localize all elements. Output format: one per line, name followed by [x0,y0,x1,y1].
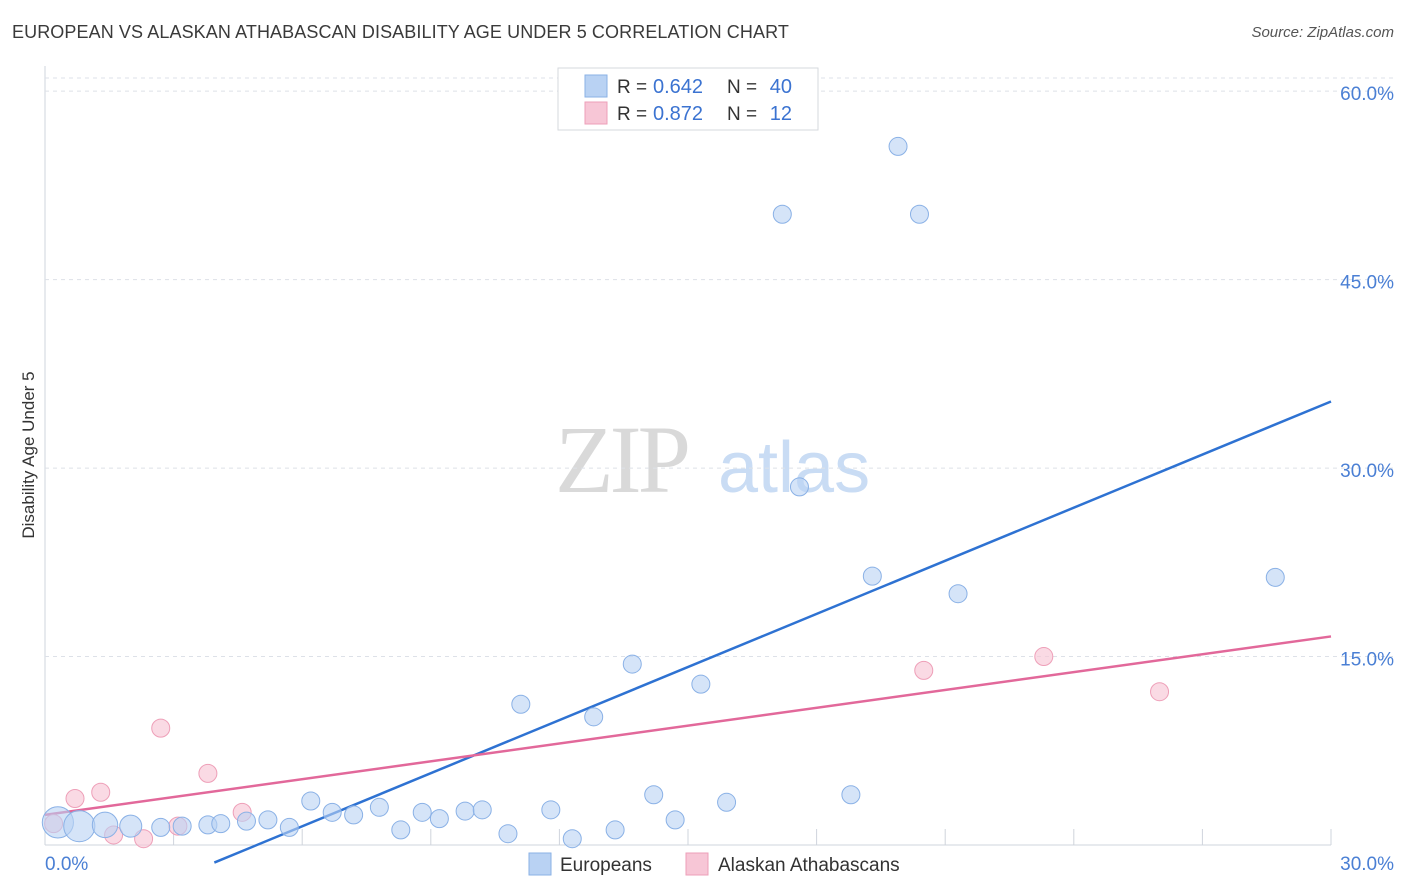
data-point-european [119,814,143,838]
legend-r-label-2: R = [617,104,647,125]
series-legend-label-europeans: Europeans [560,855,652,876]
data-point-european [717,792,737,812]
data-point-european [258,810,278,830]
data-point-alaskan-athabascan [151,718,171,738]
stats-legend: R = 0.642 N = 40 R = 0.872 N = 12 [557,67,819,131]
data-point-european [584,707,604,727]
data-point-european [1265,567,1285,587]
legend-n-value-1: 40 [770,76,792,98]
data-point-european [369,797,389,817]
chart-title: EUROPEAN VS ALASKAN ATHABASCAN DISABILIT… [12,22,789,42]
legend-n-label-2: N = [727,104,757,125]
data-point-european [498,824,518,844]
data-point-european [412,802,432,822]
data-point-european [605,820,625,840]
data-point-alaskan-athabascan [198,763,218,783]
series-legend-label-alaskan: Alaskan Athabascans [718,855,900,876]
data-point-european [472,800,492,820]
data-point-european [211,814,231,834]
data-point-european [322,802,342,822]
data-point-european [455,801,475,821]
data-point-european [691,674,711,694]
data-point-european [279,817,299,837]
legend-r-value-1: 0.642 [653,76,703,98]
y-tick-label: 30.0% [1340,461,1394,482]
data-point-european [909,204,929,224]
data-point-european [511,694,531,714]
x-tick-label-max: 30.0% [1340,854,1394,875]
y-tick-label: 45.0% [1340,273,1394,294]
data-point-european [665,810,685,830]
legend-r-label-1: R = [617,77,647,98]
data-point-alaskan-athabascan [1034,647,1054,667]
chart-source: Source: ZipAtlas.com [1251,24,1394,41]
y-tick-label: 15.0% [1340,650,1394,671]
data-point-european [172,816,192,836]
data-point-european [644,785,664,805]
data-point-european [91,811,119,839]
data-point-european [888,136,908,156]
trendline-europeans [213,400,1332,864]
series-legend-swatch-alaskan [685,852,709,876]
y-tick-label: 60.0% [1340,84,1394,105]
series-legend-swatch-europeans [528,852,552,876]
data-point-european [429,809,449,829]
data-point-european [841,785,861,805]
y-tick-labels: 15.0% 30.0% 45.0% 60.0% [1340,84,1394,670]
legend-swatch-blue [584,74,608,98]
data-point-european [541,800,561,820]
data-point-european [562,829,582,849]
grid-layer [45,77,1394,658]
data-point-european [236,811,256,831]
data-point-european [151,817,171,837]
data-point-european [63,810,96,843]
trendline-alaskan-athabascans [44,635,1332,817]
legend-n-label-1: N = [727,77,757,98]
trendlines [44,400,1332,864]
data-point-alaskan-athabascan [65,789,85,809]
data-point-alaskan-athabascan [134,829,154,849]
data-point-european [862,566,882,586]
legend-swatch-pink [584,101,608,125]
y-axis-title: Disability Age Under 5 [19,371,38,538]
data-point-european [391,820,411,840]
data-point-european [301,791,321,811]
watermark-zip: ZIP [555,406,688,513]
data-point-european [344,805,364,825]
data-point-alaskan-athabascan [91,782,111,802]
data-point-european [948,584,968,604]
european-points [41,136,1285,849]
data-point-european [622,654,642,674]
x-tick-label-min: 0.0% [45,854,88,875]
data-point-european [789,477,809,497]
series-legend: Europeans Alaskan Athabascans [528,852,900,876]
data-point-alaskan-athabascan [914,660,934,680]
data-point-european [772,204,792,224]
legend-n-value-2: 12 [770,103,792,125]
legend-r-value-2: 0.872 [653,103,703,125]
data-point-alaskan-athabascan [1150,682,1170,702]
x-tick-marks [44,829,1332,845]
